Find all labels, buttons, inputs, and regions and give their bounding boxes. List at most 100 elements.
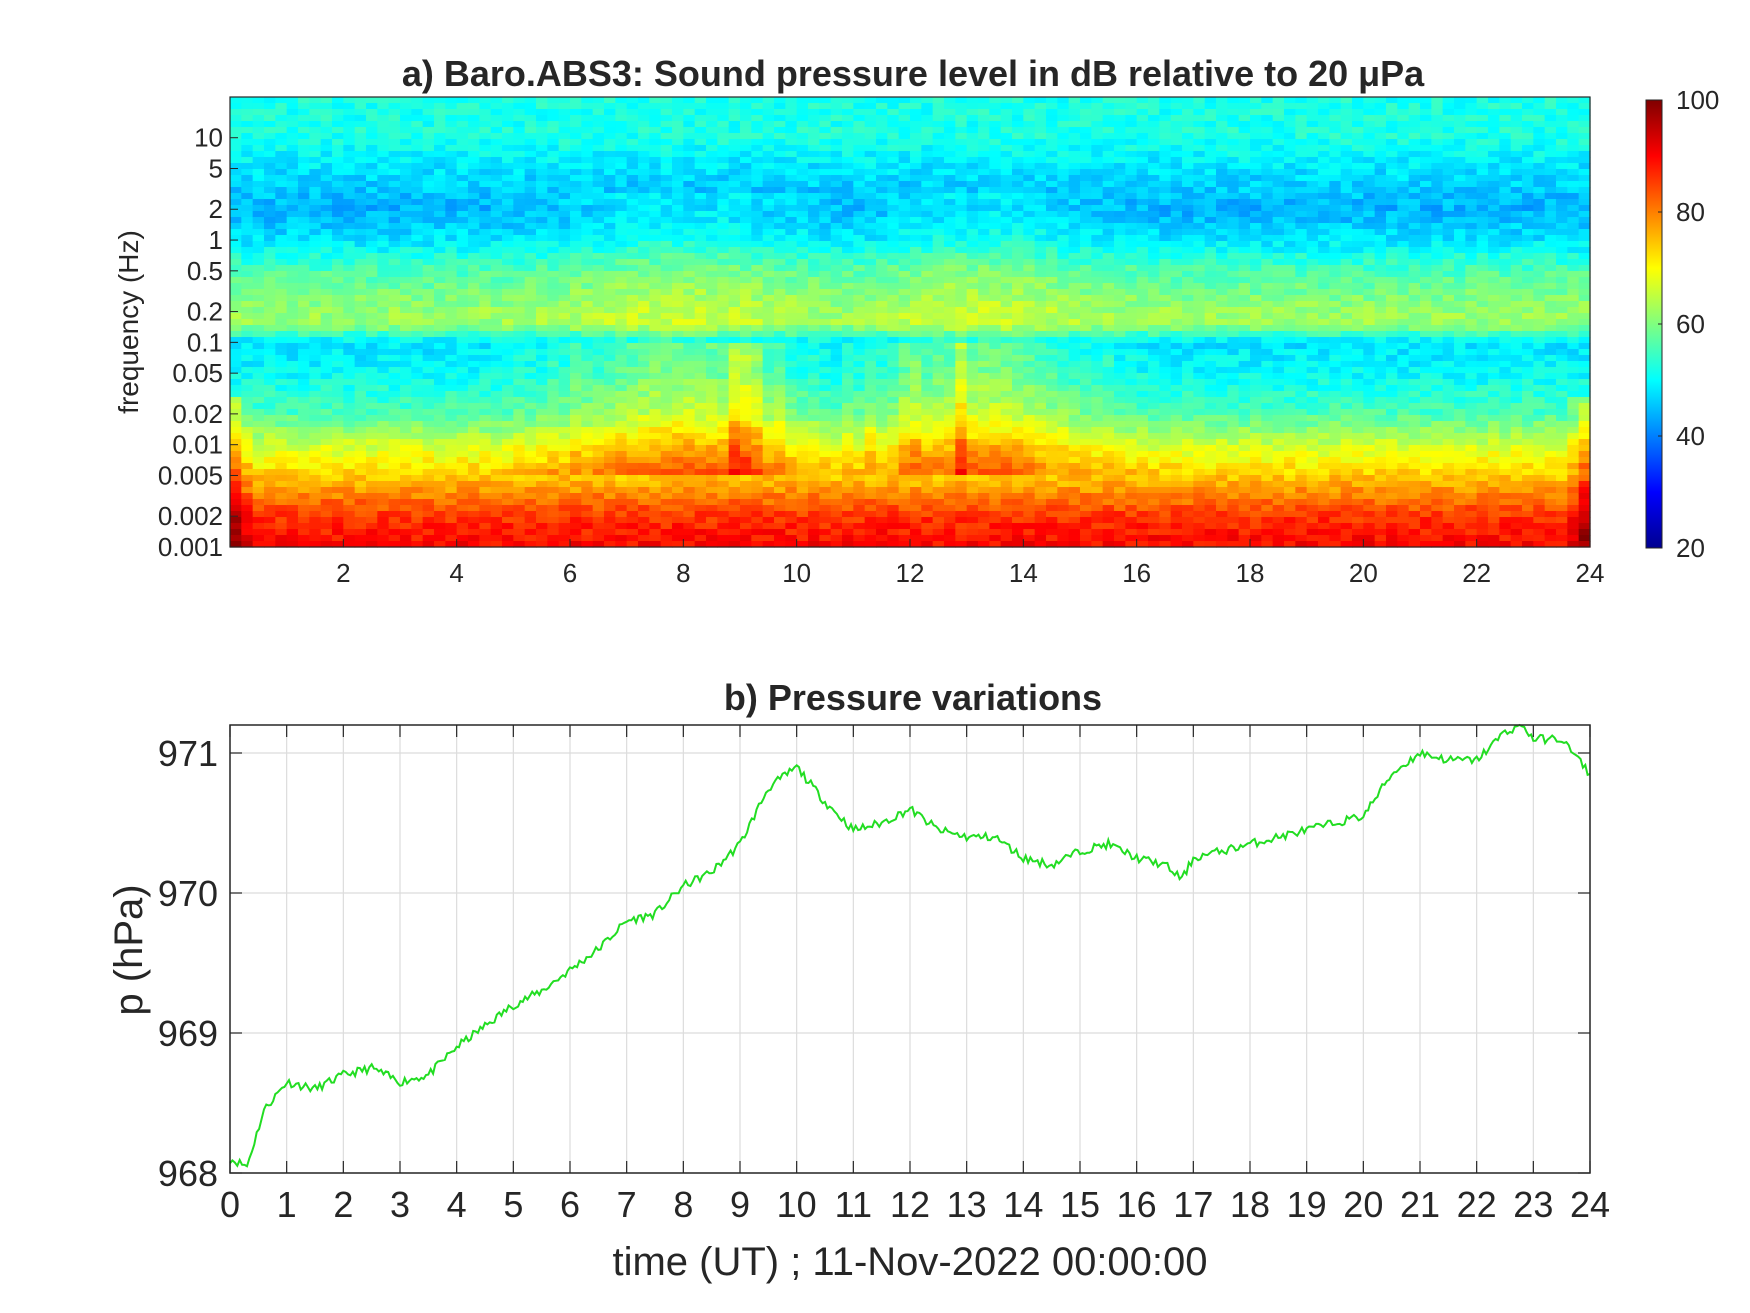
heatmap-cell bbox=[230, 469, 242, 476]
heatmap-cell bbox=[343, 385, 356, 392]
heatmap-cell bbox=[286, 139, 299, 146]
heatmap-cell bbox=[434, 385, 446, 392]
heatmap-cell bbox=[683, 181, 696, 188]
heatmap-cell bbox=[377, 205, 390, 212]
heatmap-cell bbox=[479, 265, 492, 272]
heatmap-cell bbox=[456, 265, 469, 272]
heatmap-cell bbox=[377, 109, 390, 116]
heatmap-cell bbox=[796, 361, 809, 368]
heatmap-cell bbox=[536, 277, 548, 284]
heatmap-cell bbox=[626, 541, 639, 548]
heatmap-cell bbox=[388, 451, 401, 458]
heatmap-cell bbox=[604, 247, 616, 254]
heatmap-cell bbox=[309, 409, 322, 416]
heatmap-cell bbox=[853, 139, 866, 146]
heatmap-cell bbox=[230, 307, 242, 314]
heatmap-cell bbox=[343, 259, 356, 266]
heatmap-cell bbox=[955, 337, 968, 344]
heatmap-cell bbox=[774, 211, 786, 218]
heatmap-cell bbox=[286, 319, 299, 326]
heatmap-cell bbox=[411, 541, 424, 548]
heatmap-cell bbox=[887, 523, 900, 530]
heatmap-cell bbox=[275, 457, 288, 464]
heatmap-cell bbox=[502, 199, 514, 206]
heatmap-cell bbox=[388, 229, 401, 236]
heatmap-cell bbox=[354, 535, 367, 542]
heatmap-cell bbox=[524, 391, 537, 398]
heatmap-cell bbox=[660, 199, 673, 206]
heatmap-cell bbox=[445, 517, 458, 524]
heatmap-cell bbox=[796, 481, 809, 488]
heatmap-cell bbox=[694, 337, 707, 344]
heatmap-cell bbox=[887, 505, 900, 512]
heatmap-cell bbox=[445, 349, 458, 356]
heatmap-cell bbox=[944, 403, 956, 410]
heatmap-cell bbox=[774, 193, 786, 200]
heatmap-cell bbox=[887, 385, 900, 392]
heatmap-cell bbox=[898, 409, 911, 416]
heatmap-cell bbox=[490, 463, 503, 470]
heatmap-cell bbox=[309, 331, 322, 338]
heatmap-cell bbox=[910, 499, 922, 506]
heatmap-cell bbox=[706, 301, 718, 308]
heatmap-cell bbox=[354, 277, 367, 284]
heatmap-cell bbox=[558, 385, 571, 392]
heatmap-cell bbox=[468, 499, 480, 506]
heatmap-cell bbox=[524, 481, 537, 488]
heatmap-cell bbox=[366, 247, 378, 254]
heatmap-cell bbox=[819, 391, 832, 398]
heatmap-cell bbox=[332, 259, 344, 266]
heatmap-cell bbox=[864, 523, 877, 530]
heatmap-cell bbox=[740, 517, 752, 524]
heatmap-cell bbox=[264, 145, 276, 152]
heatmap-cell bbox=[932, 271, 945, 278]
heatmap-cell bbox=[332, 205, 344, 212]
heatmap-cell bbox=[445, 319, 458, 326]
heatmap-cell bbox=[524, 319, 537, 326]
heatmap-cell bbox=[762, 421, 775, 428]
heatmap-cell bbox=[320, 253, 333, 260]
heatmap-cell bbox=[774, 247, 786, 254]
heatmap-cell bbox=[502, 487, 514, 494]
heatmap-cell bbox=[547, 367, 560, 374]
heatmap-cell bbox=[830, 121, 843, 128]
heatmap-cell bbox=[366, 301, 378, 308]
heatmap-cell bbox=[592, 319, 605, 326]
heatmap-cell bbox=[445, 529, 458, 536]
heatmap-cell bbox=[252, 187, 265, 194]
heatmap-cell bbox=[649, 121, 662, 128]
heatmap-cell bbox=[252, 169, 265, 176]
heatmap-cell bbox=[434, 127, 446, 134]
heatmap-cell bbox=[581, 211, 594, 218]
heatmap-cell bbox=[626, 139, 639, 146]
heatmap-cell bbox=[570, 331, 582, 338]
heatmap-cell bbox=[626, 517, 639, 524]
heatmap-cell bbox=[479, 403, 492, 410]
heatmap-cell bbox=[241, 511, 254, 518]
heatmap-cell bbox=[932, 319, 945, 326]
heatmap-cell bbox=[638, 391, 650, 398]
heatmap-cell bbox=[683, 505, 696, 512]
heatmap-cell bbox=[876, 241, 888, 248]
heatmap-cell bbox=[264, 223, 276, 230]
heatmap-cell bbox=[966, 445, 979, 452]
heatmap-cell bbox=[638, 157, 650, 164]
heatmap-cell bbox=[377, 163, 390, 170]
heatmap-cell bbox=[468, 103, 480, 110]
heatmap-cell bbox=[932, 193, 945, 200]
heatmap-cell bbox=[604, 349, 616, 356]
heatmap-cell bbox=[456, 337, 469, 344]
heatmap-cell bbox=[978, 241, 990, 248]
heatmap-cell bbox=[796, 511, 809, 518]
heatmap-cell bbox=[502, 127, 514, 134]
heatmap-cell bbox=[456, 127, 469, 134]
heatmap-cell bbox=[944, 445, 956, 452]
heatmap-cell bbox=[604, 433, 616, 440]
heatmap-cell bbox=[411, 193, 424, 200]
heatmap-cell bbox=[445, 151, 458, 158]
heatmap-cell bbox=[853, 277, 866, 284]
heatmap-cell bbox=[434, 511, 446, 518]
heatmap-cell bbox=[502, 157, 514, 164]
heatmap-cell bbox=[932, 325, 945, 332]
heatmap-cell bbox=[434, 181, 446, 188]
